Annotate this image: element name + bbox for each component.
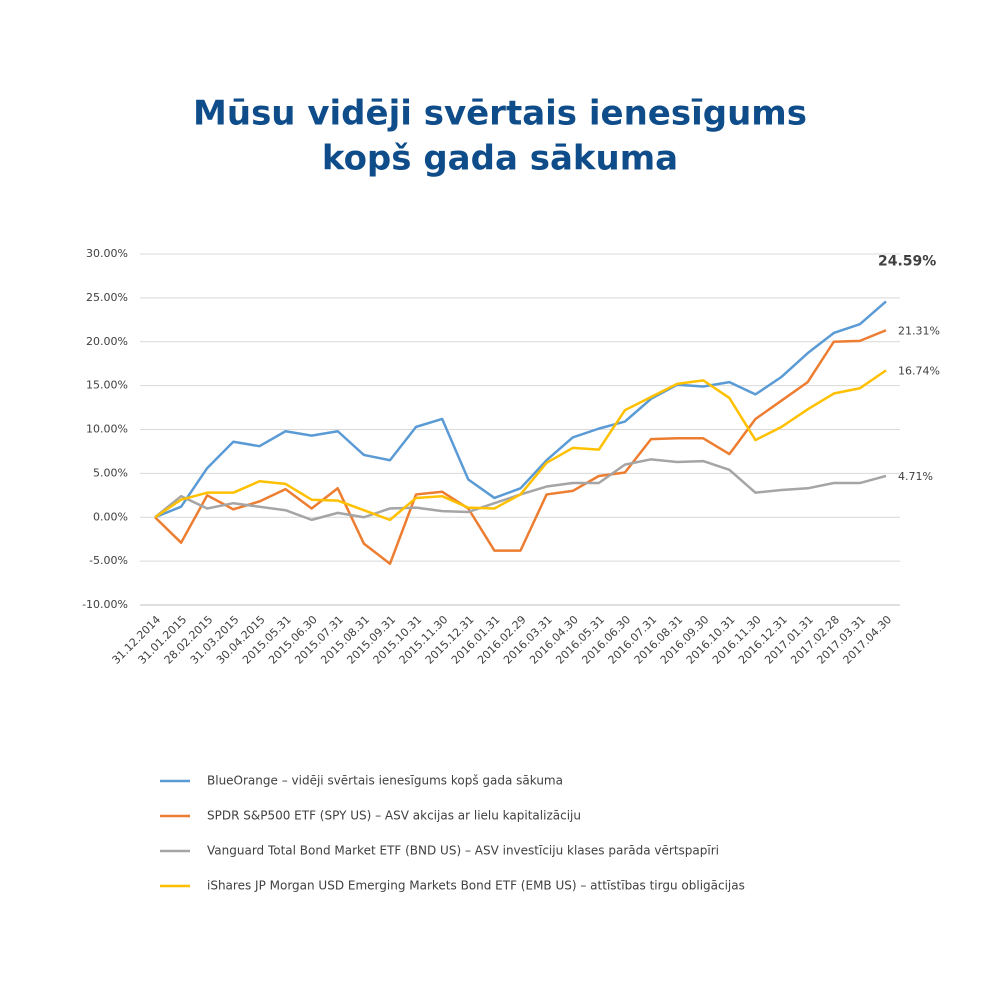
chart-title: kopš gada sākuma	[322, 139, 678, 179]
value-label: 24.59%	[878, 253, 936, 269]
value-label: 4.71%	[898, 470, 933, 483]
series-line	[154, 300, 887, 519]
series-line	[154, 369, 887, 522]
y-tick-label: 0.00%	[93, 510, 128, 523]
value-label: 21.31%	[898, 324, 940, 337]
legend-label: iShares JP Morgan USD Emerging Markets B…	[207, 879, 745, 893]
y-tick-label: 30.00%	[86, 247, 128, 260]
y-tick-label: -10.00%	[82, 598, 128, 611]
series-line	[154, 329, 887, 566]
y-tick-label: 5.00%	[93, 466, 128, 479]
y-tick-label: -5.00%	[89, 554, 128, 567]
legend-label: BlueOrange – vidēji svērtais ienesīgums …	[207, 774, 563, 788]
legend-label: SPDR S&P500 ETF (SPY US) – ASV akcijas a…	[207, 809, 581, 823]
legend-label: Vanguard Total Bond Market ETF (BND US) …	[207, 844, 719, 858]
y-tick-label: 20.00%	[86, 335, 128, 348]
value-label: 16.74%	[898, 364, 940, 377]
y-tick-label: 15.00%	[86, 379, 128, 392]
y-tick-label: 10.00%	[86, 423, 128, 436]
y-tick-label: 25.00%	[86, 291, 128, 304]
chart-title: Mūsu vidēji svērtais ienesīgums	[193, 94, 807, 134]
